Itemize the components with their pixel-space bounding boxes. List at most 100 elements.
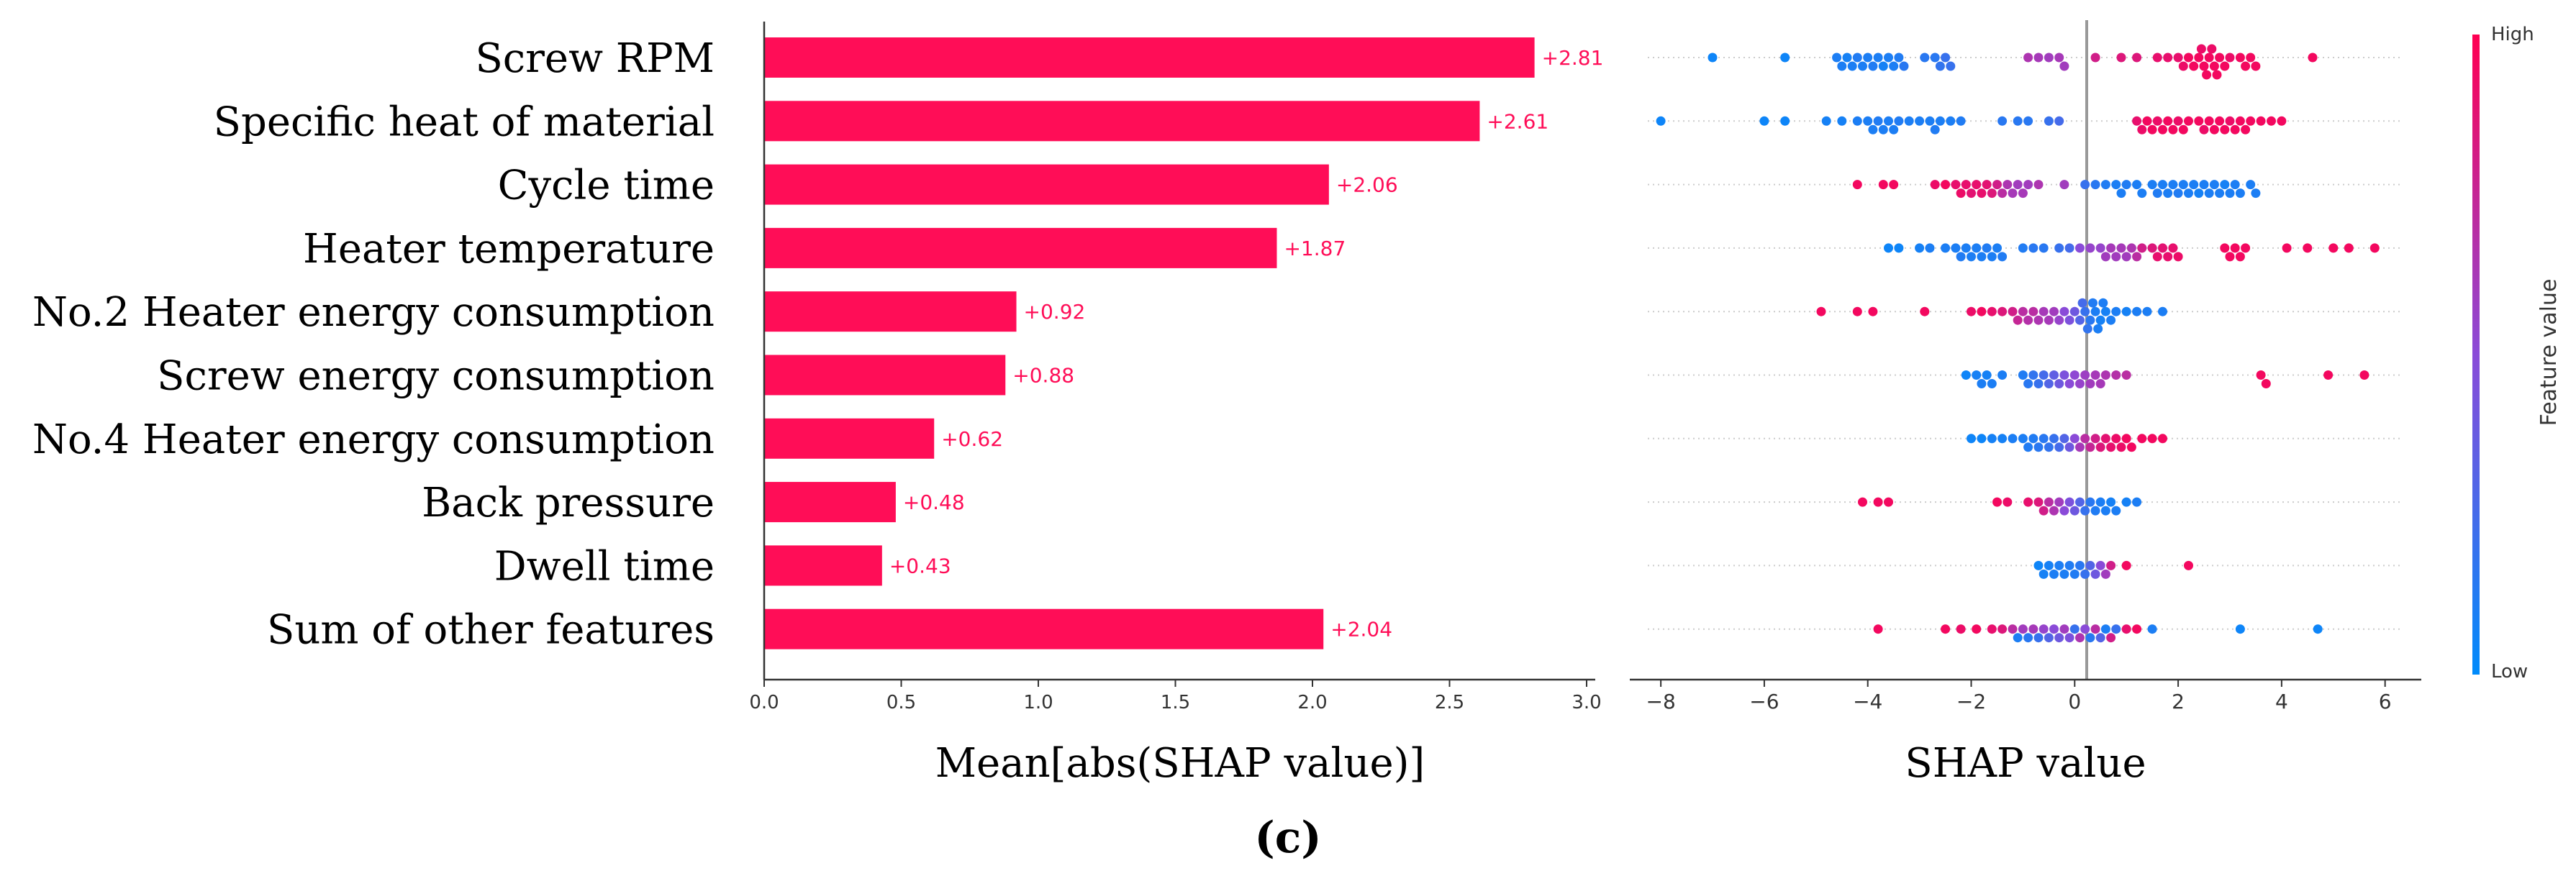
shap-point-screw-rpm-6	[1847, 61, 1857, 71]
shap-point-screw-energy-consumption-7	[2018, 370, 2028, 380]
shap-point-screw-rpm-4	[1837, 61, 1847, 71]
shap-point-sum-of-other-features-5	[1987, 624, 1997, 634]
shap-point-screw-energy-consumption-25	[2121, 370, 2131, 380]
shap-point-no-2-heater-energy-consumption-19	[2059, 306, 2069, 316]
shap-point-screw-rpm-36	[2194, 53, 2204, 63]
shap-point-screw-energy-consumption-15	[2059, 370, 2069, 380]
shap-point-no-4-heater-energy-consumption-17	[2075, 442, 2085, 452]
shap-point-sum-of-other-features-2	[1941, 624, 1951, 634]
shap-point-no-4-heater-energy-consumption-2	[1977, 434, 1987, 444]
shap-point-specific-heat-of-material-6	[1852, 116, 1862, 126]
shap-point-sum-of-other-features-23	[2090, 624, 2100, 634]
shap-point-specific-heat-of-material-19	[1946, 116, 1956, 126]
shap-point-dwell-time-17	[2184, 560, 2193, 570]
beeswarm-x-tick-label: 0	[2068, 690, 2081, 713]
shap-point-heater-temperature-46	[2344, 243, 2354, 253]
shap-point-specific-heat-of-material-37	[2194, 116, 2204, 126]
shap-point-specific-heat-of-material-18	[1935, 116, 1945, 126]
shap-point-cycle-time-43	[2209, 180, 2219, 190]
bar-heater-temperature	[764, 227, 1277, 268]
shap-point-no-4-heater-energy-consumption-23	[2106, 442, 2116, 452]
bar-value-label-heater-temperature: +1.87	[1284, 237, 1346, 260]
shap-point-screw-rpm-24	[2044, 53, 2054, 63]
shap-point-no-2-heater-energy-consumption-30	[2095, 315, 2105, 325]
bar-specific-heat-of-material	[764, 101, 1480, 142]
shap-point-screw-rpm-15	[1894, 53, 1904, 63]
shap-point-no-2-heater-energy-consumption-12	[2023, 315, 2033, 325]
shap-point-no-2-heater-energy-consumption-25	[2082, 324, 2092, 334]
shap-point-screw-rpm-18	[1930, 53, 1940, 63]
beeswarm-x-tick-label: −8	[1646, 690, 1675, 713]
shap-point-back-pressure-11	[2054, 497, 2064, 507]
shap-point-specific-heat-of-material-13	[1894, 116, 1904, 126]
shap-point-cycle-time-38	[2184, 188, 2193, 198]
shap-point-sum-of-other-features-16	[2054, 633, 2064, 643]
shap-point-cycle-time-6	[1951, 180, 1961, 190]
shap-point-no-2-heater-energy-consumption-20	[2064, 315, 2074, 325]
shap-point-sum-of-other-features-12	[2033, 633, 2044, 643]
shap-point-heater-temperature-29	[2126, 243, 2136, 253]
shap-point-screw-energy-consumption-23	[2100, 370, 2110, 380]
shap-point-specific-heat-of-material-15	[1915, 116, 1925, 126]
shap-point-back-pressure-7	[2033, 497, 2044, 507]
shap-point-specific-heat-of-material-32	[2163, 116, 2173, 126]
shap-point-specific-heat-of-material-23	[2023, 116, 2033, 126]
feature-label-heater-temperature: Heater temperature	[303, 226, 715, 273]
shap-point-no-4-heater-energy-consumption-28	[2137, 434, 2147, 444]
shap-point-back-pressure-6	[2023, 497, 2033, 507]
shap-point-cycle-time-46	[2225, 188, 2235, 198]
shap-point-specific-heat-of-material-4	[1821, 116, 1831, 126]
bar-back-pressure	[764, 482, 896, 523]
shap-point-specific-heat-of-material-10	[1878, 124, 1888, 134]
shap-point-cycle-time-41	[2199, 180, 2209, 190]
shap-point-no-2-heater-energy-consumption-4	[1920, 306, 1930, 316]
shap-point-heater-temperature-11	[1977, 252, 1987, 262]
bar-value-label-screw-rpm: +2.81	[1542, 46, 1604, 70]
colorbar-gradient	[2472, 35, 2480, 675]
shap-point-no-4-heater-energy-consumption-21	[2095, 442, 2105, 452]
shap-point-cycle-time-28	[2121, 180, 2131, 190]
shap-point-cycle-time-25	[2100, 180, 2110, 190]
shap-point-no-4-heater-energy-consumption-13	[2054, 442, 2064, 452]
shap-point-specific-heat-of-material-12	[1889, 124, 1899, 134]
shap-point-specific-heat-of-material-25	[2054, 116, 2064, 126]
shap-point-specific-heat-of-material-35	[2178, 124, 2188, 134]
shap-point-sum-of-other-features-28	[2121, 624, 2131, 634]
shap-point-heater-temperature-8	[1961, 243, 1971, 253]
shap-point-screw-rpm-8	[1858, 61, 1867, 71]
shap-point-heater-temperature-16	[2018, 243, 2028, 253]
shap-point-cycle-time-32	[2152, 188, 2162, 198]
shap-point-no-4-heater-energy-consumption-25	[2116, 442, 2126, 452]
shap-point-sum-of-other-features-18	[2064, 633, 2074, 643]
shap-point-specific-heat-of-material-9	[1873, 116, 1883, 126]
bar-x-tick-label: 0.5	[886, 692, 916, 713]
shap-point-screw-energy-consumption-5	[1987, 379, 1997, 388]
bar-series	[764, 37, 1535, 649]
shap-point-screw-rpm-21	[1946, 61, 1956, 71]
shap-point-cycle-time-18	[2013, 180, 2023, 190]
shap-point-screw-rpm-17	[1920, 53, 1930, 63]
colorbar-high-label: High	[2491, 24, 2534, 45]
beeswarm-x-tick-label: −4	[1853, 690, 1882, 713]
shap-point-back-pressure-15	[2075, 497, 2085, 507]
shap-point-screw-rpm-47	[2235, 53, 2245, 63]
shap-point-specific-heat-of-material-36	[2184, 116, 2193, 126]
shap-point-screw-energy-consumption-12	[2044, 379, 2054, 388]
shap-point-specific-heat-of-material-44	[2230, 124, 2240, 134]
shap-point-heater-temperature-24	[2100, 252, 2110, 262]
shap-point-cycle-time-37	[2178, 180, 2188, 190]
shap-point-heater-temperature-20	[2064, 243, 2074, 253]
shap-point-cycle-time-10	[1972, 180, 1982, 190]
shap-point-cycle-time-14	[1992, 180, 2002, 190]
shap-point-dwell-time-12	[2090, 569, 2100, 579]
shap-point-cycle-time-45	[2220, 180, 2230, 190]
shap-point-heater-temperature-10	[1972, 243, 1982, 253]
bar-screw-energy-consumption	[764, 355, 1006, 396]
shap-point-sum-of-other-features-15	[2049, 624, 2059, 634]
shap-point-no-2-heater-energy-consumption-23	[2077, 298, 2087, 308]
shap-point-no-4-heater-energy-consumption-22	[2100, 434, 2110, 444]
shap-point-heater-temperature-28	[2121, 252, 2131, 262]
shap-point-cycle-time-26	[2111, 180, 2121, 190]
shap-point-sum-of-other-features-31	[2235, 624, 2245, 634]
shap-point-cycle-time-19	[2018, 188, 2028, 198]
